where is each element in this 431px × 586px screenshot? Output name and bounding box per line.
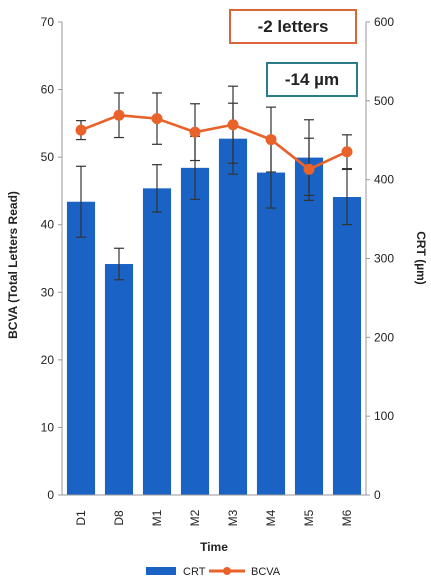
- y-axis-left-title: BCVA (Total Letters Read): [6, 191, 20, 339]
- y-left-tick-label: 50: [41, 150, 55, 164]
- x-tick-label-m6: M6: [340, 509, 354, 526]
- ticks-layer: 0 10 20 30 40 50 60 70 0 100 200 300 400 500 600 D1 D8 M1…: [41, 15, 395, 526]
- y-left-tick-label: 30: [41, 285, 55, 299]
- crt-bar-m6: [332, 197, 362, 495]
- y-left-tick-label: 40: [41, 218, 55, 232]
- annotation-letters: -2 letters: [229, 9, 357, 44]
- bcva-point-m6: [341, 146, 353, 158]
- bcva-point-m2: [189, 126, 201, 138]
- crt-error-bar-m6: [342, 168, 352, 226]
- x-tick-label-m1: M1: [150, 509, 164, 526]
- bcva-point-m1: [151, 113, 163, 125]
- crt-bar-m2: [180, 167, 210, 495]
- crt-error-bar-d1: [76, 165, 86, 238]
- y-right-tick-label: 0: [374, 488, 381, 502]
- y-axis-right-title: CRT (µm): [414, 231, 428, 285]
- y-left-tick-label: 70: [41, 15, 55, 29]
- bcva-point-m4: [265, 134, 277, 146]
- bars-layer: [66, 138, 362, 496]
- legend-bcva-label: BCVA: [251, 566, 281, 578]
- crt-bar-m4: [256, 172, 286, 496]
- x-tick-label-m4: M4: [264, 509, 278, 526]
- y-left-tick-label: 0: [47, 488, 54, 502]
- y-right-tick-label: 600: [374, 15, 394, 29]
- crt-bar-m3: [218, 138, 248, 495]
- legend-bcva-marker: [223, 567, 231, 575]
- x-tick-label-d1: D1: [74, 510, 88, 526]
- x-tick-label-m2: M2: [188, 509, 202, 526]
- line-layer: [75, 85, 353, 201]
- x-tick-label-m3: M3: [226, 509, 240, 526]
- y-left-tick-label: 60: [41, 83, 55, 97]
- bcva-point-m3: [227, 119, 239, 131]
- y-right-tick-label: 100: [374, 409, 394, 423]
- y-right-tick-label: 400: [374, 173, 394, 187]
- y-right-tick-label: 500: [374, 94, 394, 108]
- annotation-micrometers-text: -14 µm: [285, 70, 339, 89]
- crt-bar-m1: [142, 188, 172, 496]
- annotation-letters-box: [229, 9, 357, 44]
- crt-error-bar-m1: [152, 164, 162, 213]
- bcva-point-d1: [75, 124, 87, 136]
- y-right-tick-label: 300: [374, 252, 394, 266]
- bcva-point-m5: [303, 163, 315, 175]
- bcva-point-d8: [113, 109, 125, 121]
- legend-crt-label: CRT: [183, 566, 206, 578]
- bcva-line: [80, 113, 348, 171]
- y-right-tick-label: 200: [374, 330, 394, 344]
- annotation-letters-text: -2 letters: [258, 17, 329, 36]
- annotation-micrometers-box: [266, 62, 358, 97]
- y-left-tick-label: 10: [41, 420, 55, 434]
- x-axis-title: Time: [200, 540, 228, 554]
- y-left-tick-label: 20: [41, 353, 55, 367]
- crt-bar-d8: [104, 264, 134, 495]
- legend-crt-swatch: [146, 567, 176, 575]
- crt-bar-m5: [294, 157, 324, 496]
- crt-error-bar-d8: [114, 247, 124, 281]
- annotation-micrometers: -14 µm: [266, 62, 358, 97]
- x-tick-label-m5: M5: [302, 509, 316, 526]
- legend: CRT BCVA: [146, 566, 281, 578]
- crt-bar-d1: [66, 201, 96, 496]
- x-tick-label-d8: D8: [112, 510, 126, 526]
